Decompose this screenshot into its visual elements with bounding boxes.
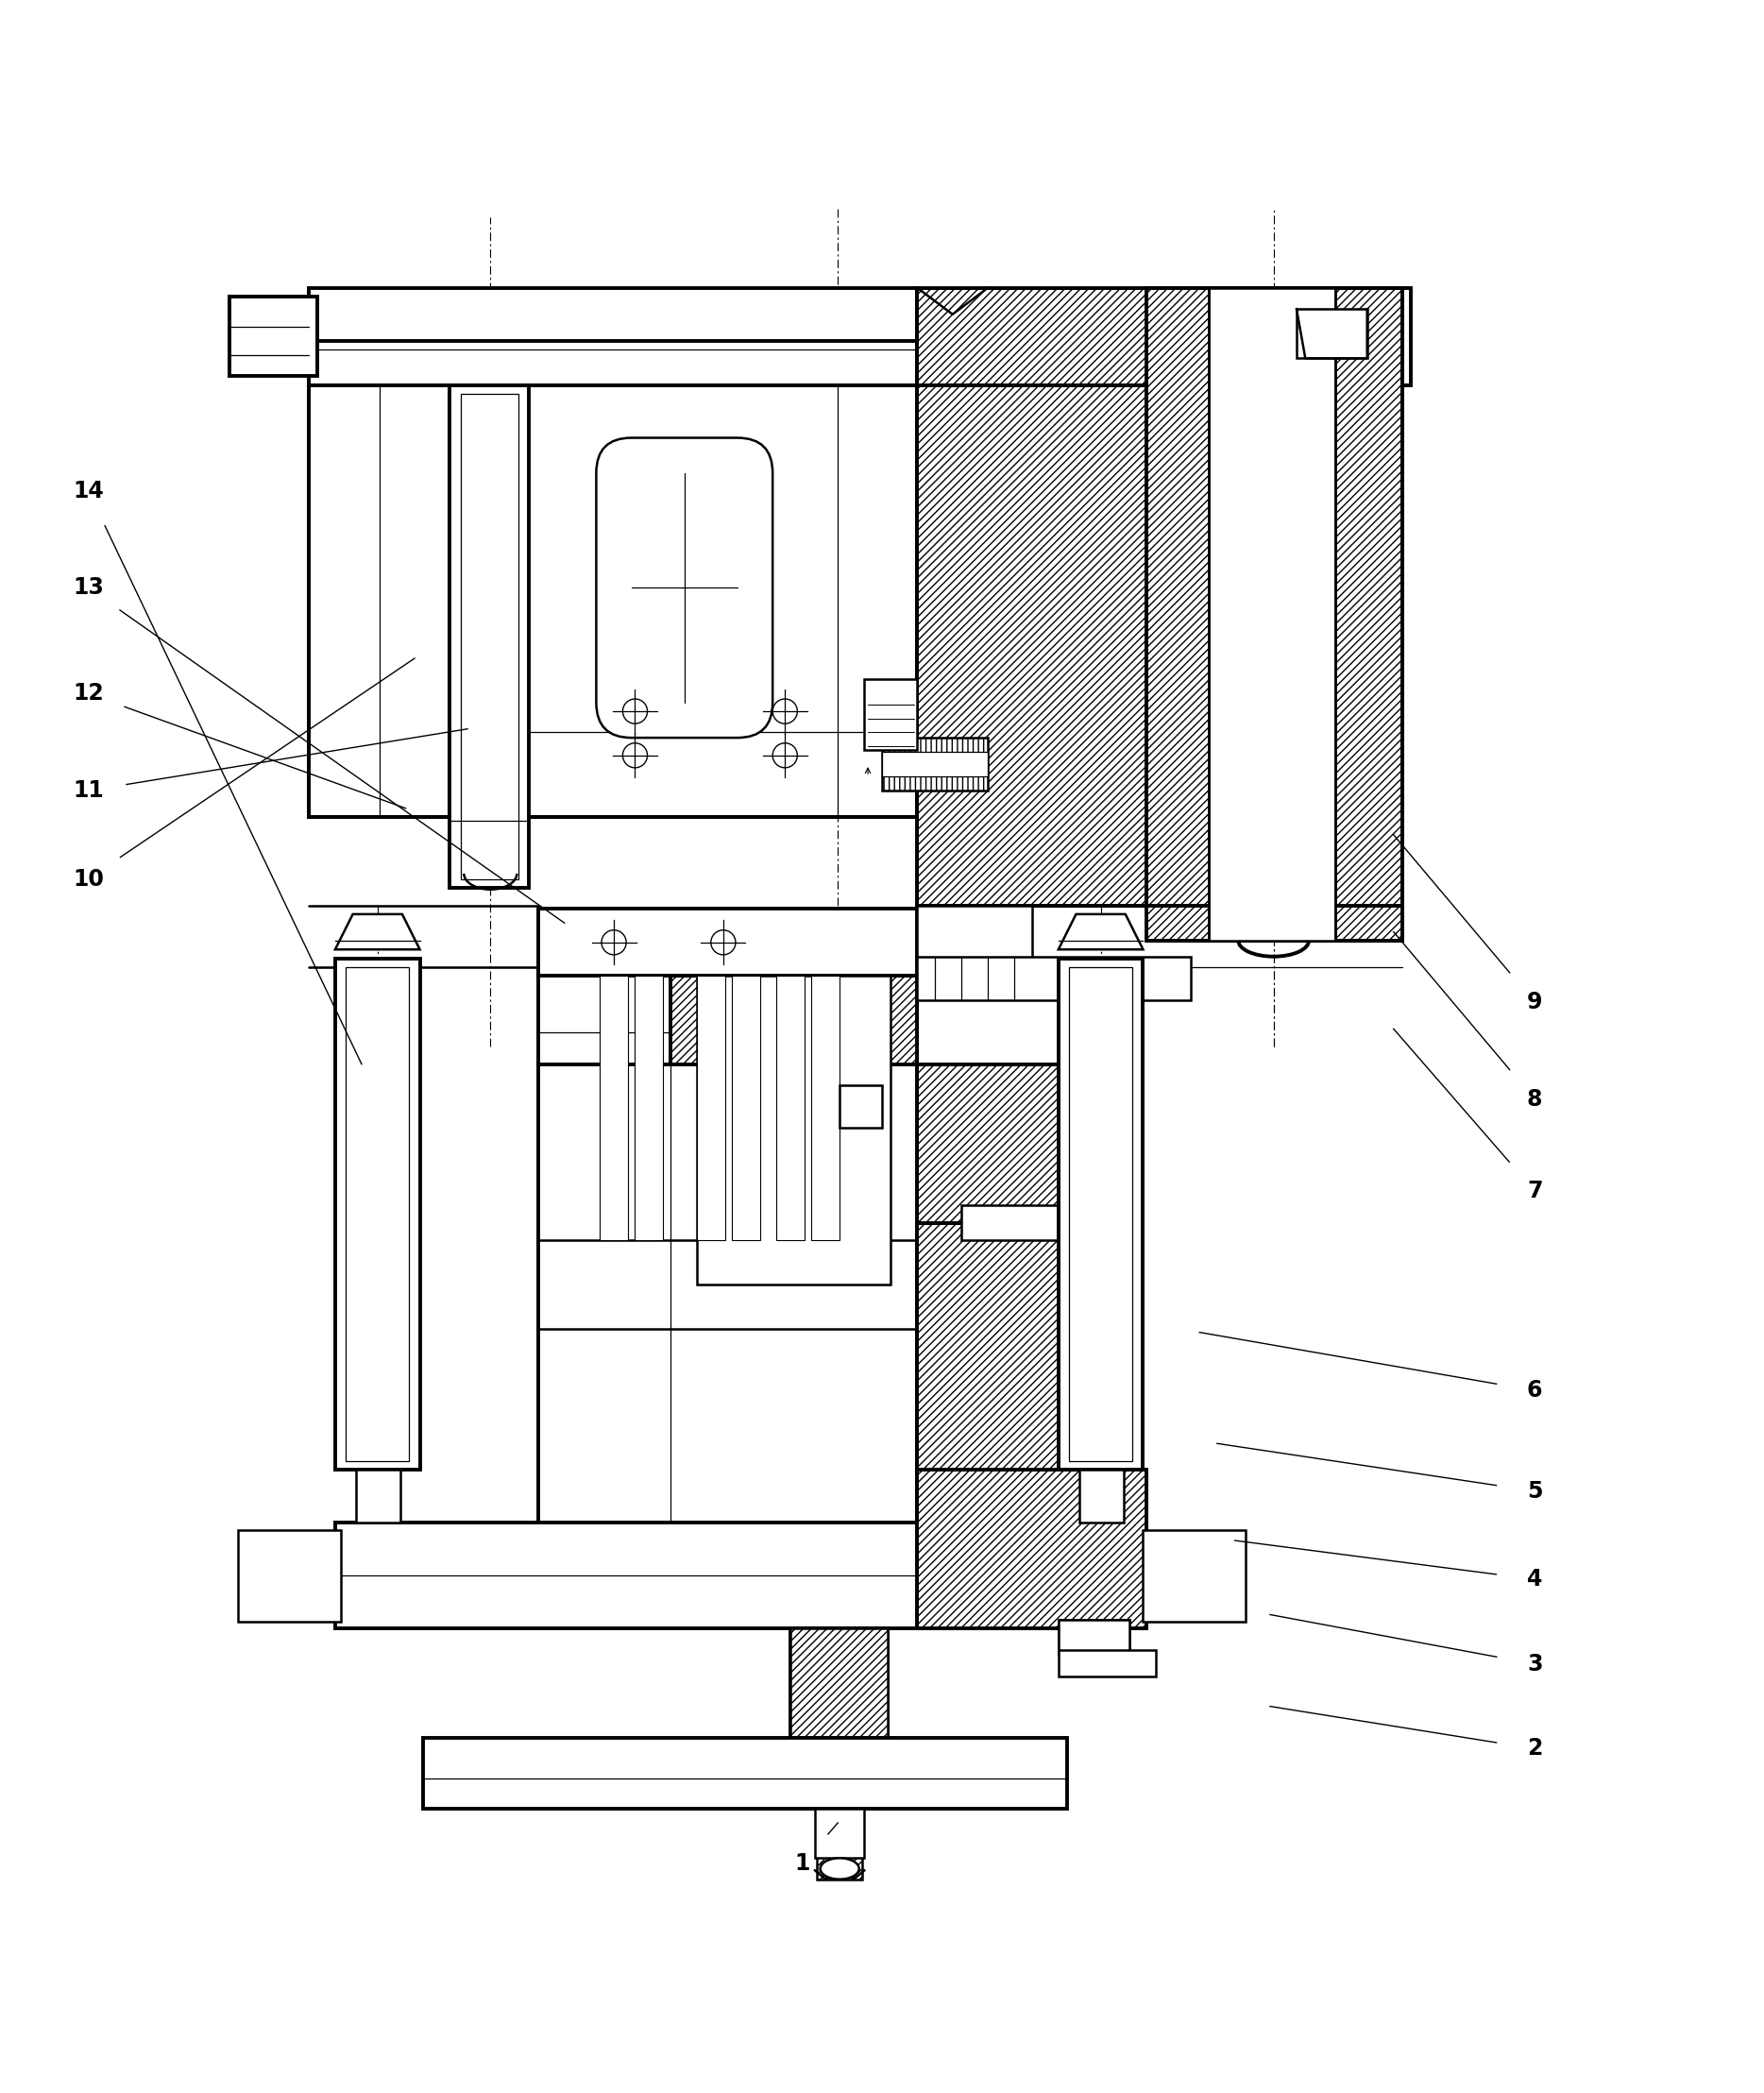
Bar bbox=[697, 975, 891, 1285]
Bar bbox=[538, 975, 917, 1063]
Bar bbox=[917, 385, 1147, 906]
Bar bbox=[811, 975, 840, 1241]
Bar bbox=[450, 385, 917, 816]
Text: 3: 3 bbox=[1528, 1653, 1542, 1674]
Bar bbox=[1058, 1649, 1155, 1676]
Bar bbox=[697, 975, 725, 1241]
Bar bbox=[732, 975, 760, 1241]
Bar bbox=[1147, 289, 1402, 940]
Bar bbox=[1058, 1620, 1129, 1656]
FancyBboxPatch shape bbox=[596, 437, 773, 737]
Bar bbox=[670, 975, 917, 1329]
Bar bbox=[917, 1469, 1147, 1628]
Bar bbox=[917, 1222, 1076, 1496]
Bar bbox=[635, 975, 663, 1241]
Text: 2: 2 bbox=[1528, 1737, 1542, 1760]
Bar bbox=[538, 1063, 917, 1532]
Bar bbox=[817, 1856, 863, 1880]
Bar bbox=[1270, 289, 1411, 385]
Bar bbox=[538, 908, 917, 975]
Bar bbox=[882, 737, 988, 791]
Bar bbox=[815, 1808, 864, 1859]
Bar bbox=[238, 1530, 340, 1622]
Text: 8: 8 bbox=[1528, 1088, 1542, 1111]
Bar bbox=[864, 680, 917, 749]
Bar bbox=[309, 289, 917, 385]
Bar bbox=[1058, 959, 1143, 1469]
Text: 14: 14 bbox=[72, 479, 104, 502]
Bar bbox=[1297, 310, 1367, 358]
Text: 7: 7 bbox=[1528, 1180, 1542, 1203]
Bar bbox=[356, 1469, 400, 1524]
Bar bbox=[335, 959, 420, 1469]
Polygon shape bbox=[1058, 915, 1143, 950]
Text: 4: 4 bbox=[1528, 1568, 1542, 1591]
Bar bbox=[840, 1086, 882, 1128]
Bar bbox=[840, 1086, 882, 1128]
Text: 12: 12 bbox=[72, 682, 104, 705]
Bar bbox=[1147, 289, 1402, 940]
Bar bbox=[335, 1524, 1147, 1628]
Text: 13: 13 bbox=[72, 576, 104, 599]
Bar bbox=[790, 1628, 887, 1737]
Bar bbox=[776, 975, 804, 1241]
Bar bbox=[1080, 1469, 1124, 1524]
Bar bbox=[961, 1206, 1076, 1241]
Bar bbox=[917, 289, 1270, 385]
Bar bbox=[917, 1063, 1076, 1222]
Bar bbox=[882, 751, 988, 777]
Bar bbox=[790, 1628, 887, 1737]
Bar bbox=[309, 385, 450, 816]
Text: 11: 11 bbox=[72, 779, 104, 802]
Text: 10: 10 bbox=[72, 869, 104, 890]
Bar bbox=[917, 1469, 1147, 1628]
Bar bbox=[917, 289, 1270, 385]
Bar bbox=[1208, 289, 1335, 940]
Bar bbox=[423, 1737, 1067, 1808]
Bar bbox=[917, 957, 1191, 1000]
Text: 9: 9 bbox=[1528, 992, 1542, 1013]
Text: 5: 5 bbox=[1528, 1480, 1542, 1503]
Ellipse shape bbox=[820, 1859, 859, 1880]
Bar bbox=[917, 1222, 1076, 1496]
Bar bbox=[1069, 967, 1132, 1461]
Bar bbox=[917, 1063, 1076, 1222]
Text: 1: 1 bbox=[796, 1852, 810, 1875]
Bar bbox=[600, 975, 628, 1241]
Bar bbox=[1143, 1530, 1245, 1622]
Bar bbox=[460, 393, 519, 879]
Bar bbox=[229, 297, 318, 377]
Bar bbox=[917, 385, 1147, 906]
Bar bbox=[1058, 1620, 1129, 1656]
Text: 6: 6 bbox=[1528, 1379, 1542, 1402]
Bar bbox=[346, 967, 409, 1461]
Bar bbox=[670, 975, 917, 1329]
Bar bbox=[450, 385, 529, 887]
Bar bbox=[917, 906, 1032, 984]
Polygon shape bbox=[335, 915, 420, 950]
